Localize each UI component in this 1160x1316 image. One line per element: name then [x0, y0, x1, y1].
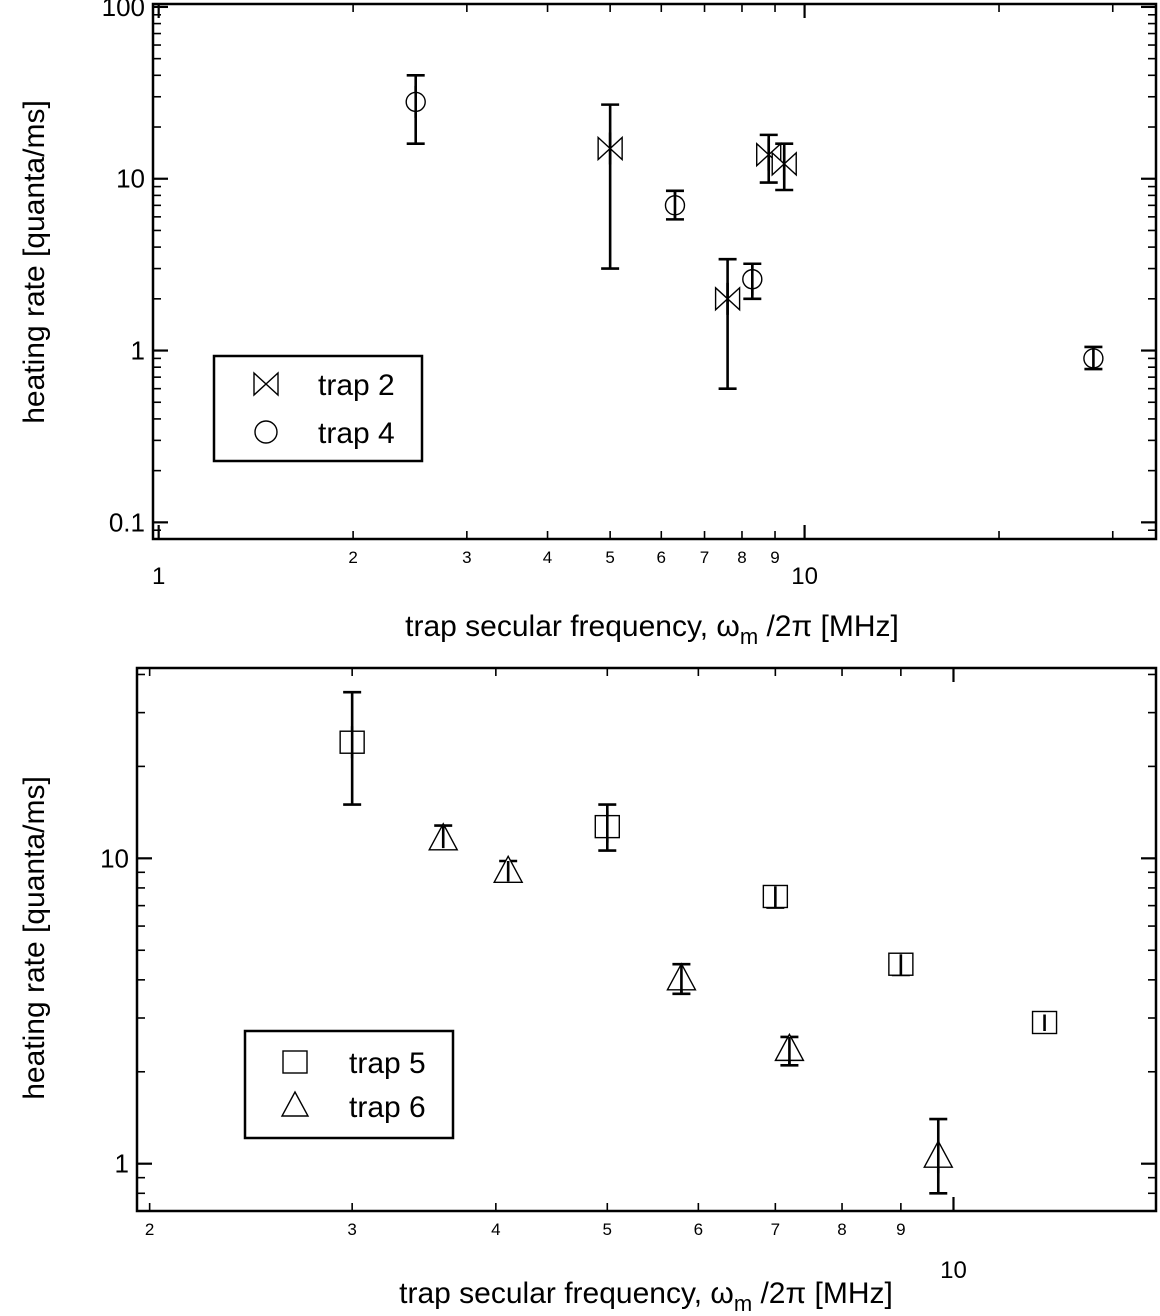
data-point-trap-4 [742, 263, 763, 296]
top-x-tick-label: 5 [605, 548, 614, 567]
bottom-chart-panel: 2 3 4 5 6 7 8 9 10 1 10 trap secular fre… [18, 666, 1158, 1316]
bottom-x-tick-label: 9 [896, 1220, 905, 1239]
x-axis-label-subscript: m [740, 624, 758, 649]
bottom-legend: trap 5 trap 6 [243, 1029, 455, 1140]
legend-label-trap-4: trap 4 [318, 417, 395, 450]
bottom-y-axis-label: heating rate [quanta/ms] [18, 776, 51, 1100]
top-x-tick-label: 9 [770, 548, 779, 567]
bottom-x-tick-label: 2 [145, 1220, 154, 1239]
bottom-x-tick-label: 5 [603, 1220, 612, 1239]
legend-marker-trap-6 [280, 1090, 310, 1117]
top-y-axis-label: heating rate [quanta/ms] [18, 100, 51, 424]
bottom-x-tick-label: 10 [940, 1257, 967, 1284]
data-point-trap-6 [666, 962, 697, 994]
top-x-tick-label: 2 [348, 548, 357, 567]
data-point-trap-2 [597, 132, 623, 165]
bottom-plot-frame [135, 666, 1158, 1213]
legend-marker-trap-4 [254, 420, 278, 444]
data-point-trap-5 [888, 952, 914, 976]
top-x-tick-label: 6 [657, 548, 666, 567]
data-point-trap-5 [594, 810, 620, 843]
bottom-x-tick-label: 3 [347, 1220, 356, 1239]
top-x-tick-label: 10 [791, 563, 818, 590]
data-point-trap-4 [405, 85, 426, 118]
top-x-tick-label: 1 [152, 563, 165, 590]
bottom-y-tick-label: 1 [115, 1149, 129, 1179]
data-point-trap-2 [714, 282, 741, 315]
top-y-tick-label: 100 [102, 0, 145, 22]
data-point-trap-4 [1083, 346, 1104, 370]
top-legend: trap 2 trap 4 [212, 354, 424, 463]
data-point-trap-6 [774, 1032, 805, 1066]
data-point-trap-6 [428, 822, 459, 851]
legend-marker-trap-5 [282, 1050, 308, 1074]
top-x-tick-label: 3 [462, 548, 471, 567]
top-plot-frame [151, 2, 1158, 541]
bottom-x-tick-label: 6 [694, 1220, 703, 1239]
top-x-tick-label: 7 [700, 548, 709, 567]
top-x-tick-label: 4 [543, 548, 552, 567]
data-point-trap-5 [1031, 1010, 1058, 1035]
bottom-x-tick-label: 8 [837, 1220, 846, 1239]
bottom-x-tick-label: 4 [491, 1220, 500, 1239]
top-y-tick-label: 1 [131, 336, 145, 366]
legend-label-trap-6: trap 6 [349, 1091, 426, 1124]
top-chart-panel: 1 2 3 4 5 6 7 8 9 10 0.1 1 10 100 trap s… [18, 0, 1158, 649]
legend-label-trap-5: trap 5 [349, 1047, 426, 1080]
legend-label-trap-2: trap 2 [318, 369, 395, 402]
legend-marker-trap-2 [253, 371, 279, 397]
top-y-tick-label: 0.1 [109, 507, 145, 537]
bottom-x-tick-label: 7 [771, 1220, 780, 1239]
data-point-trap-5 [762, 884, 789, 909]
bottom-x-axis-label: trap secular frequency, ωm /2π [MHz] [399, 1277, 893, 1316]
x-axis-label-subscript: m [734, 1291, 752, 1316]
data-point-trap-4 [664, 190, 686, 220]
bottom-y-tick-label: 10 [100, 843, 129, 873]
top-x-tick-label: 8 [737, 548, 746, 567]
top-x-axis-label: trap secular frequency, ωm /2π [MHz] [405, 610, 899, 649]
top-y-tick-label: 10 [116, 164, 145, 194]
error-bar-trap-2 [601, 103, 620, 270]
data-point-trap-6 [923, 1139, 954, 1174]
error-bar-trap-2 [718, 257, 737, 390]
data-point-trap-5 [339, 726, 365, 759]
data-point-trap-6 [493, 854, 524, 883]
data-point-trap-2 [771, 147, 797, 180]
